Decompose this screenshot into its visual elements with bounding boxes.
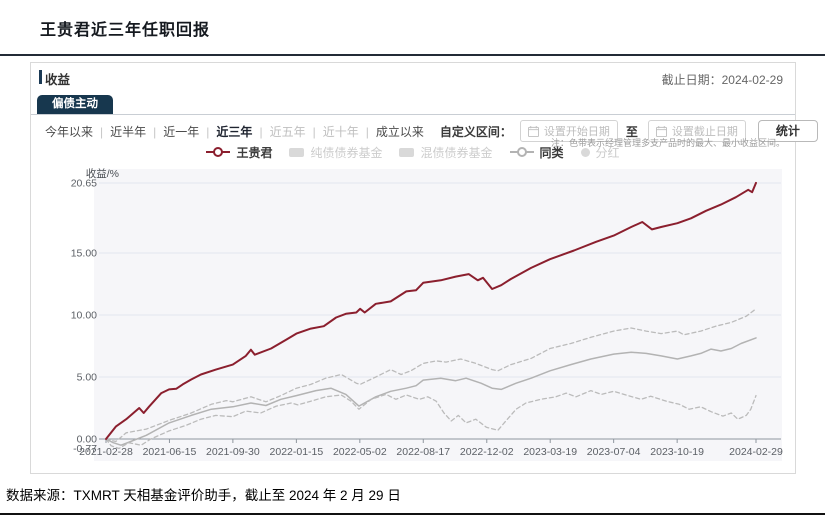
statistics-button[interactable]: 统计	[757, 120, 818, 142]
legend-item[interactable]: 混债债券基金	[399, 144, 493, 161]
legend-label: 同类	[539, 145, 564, 160]
as-of-date: 截止日期：2024-02-29	[661, 73, 783, 87]
range-to-label: 至	[625, 124, 638, 139]
period-separator: |	[100, 124, 104, 139]
period-separator: |	[312, 124, 316, 139]
period-filter-row: 今年以来 | 近半年 | 近一年 | 近三年 | 近五年 | 近十年 | 成立以来 自定义区间： 设置开…	[43, 119, 818, 143]
section-label: 收益	[45, 73, 71, 87]
x-tick-label: 2022-05-02	[333, 446, 387, 458]
bottom-divider	[0, 513, 825, 515]
legend-item[interactable]: 分红	[580, 144, 620, 161]
chart-area: 20.65 15.00 10.00 5.00 0.00 -0.77 收益/% 2021-02-…	[31, 159, 795, 471]
legend-item[interactable]: 王贵君	[206, 144, 272, 161]
period-filter-3[interactable]: 近一年	[163, 124, 200, 139]
period-separator: |	[259, 124, 263, 139]
legend-item[interactable]: 同类	[509, 144, 564, 161]
period-filter-1[interactable]: 今年以来	[45, 124, 94, 139]
title-divider	[0, 54, 825, 56]
calendar-icon	[527, 125, 539, 137]
y-tick-label: 20.65	[71, 177, 97, 189]
data-source-note: 数据来源：TXMRT 天相基金评价助手，截止至 2024 年 2 月 29 日	[6, 488, 401, 503]
x-tick-label: 2022-12-02	[460, 446, 514, 458]
y-tick-label: 10.00	[71, 310, 97, 322]
series-line-最大收益区间	[105, 308, 757, 443]
x-tick-label: 2021-06-15	[143, 446, 197, 458]
end-date-placeholder: 设置截止日期	[671, 126, 738, 138]
legend-item[interactable]: 纯债债券基金	[289, 144, 382, 161]
band-note: 注：色带表示经理管理多支产品时的最大、最小收益区间。	[550, 138, 785, 148]
tab-bond-biased-active[interactable]: 偏债主动	[37, 95, 113, 114]
page-title: 王贵君近三年任职回报	[40, 22, 211, 39]
period-filter-4[interactable]: 近三年	[216, 124, 253, 139]
returns-chart: 20.65 15.00 10.00 5.00 0.00-0.77 收益/% 2021-02-…	[71, 167, 783, 461]
legend-marker-line-circle	[509, 147, 534, 157]
period-filters: 今年以来 | 近半年 | 近一年 | 近三年 | 近五年 | 近十年 | 成立以来	[43, 123, 426, 140]
calendar-icon	[655, 125, 667, 137]
period-separator: |	[365, 124, 369, 139]
period-separator: |	[153, 124, 157, 139]
legend-marker-square	[399, 147, 415, 157]
x-tick-label: 2021-02-28	[79, 446, 133, 458]
series-line-最小收益区间	[105, 389, 757, 450]
y-tick-label: 0.00	[77, 434, 98, 446]
y-tick-label: 5.00	[77, 372, 98, 384]
x-tick-label: 2023-10-19	[650, 446, 704, 458]
y-tick-label: -0.77	[73, 443, 97, 455]
legend-label: 混债债券基金	[420, 145, 493, 160]
chart-legend: 王贵君 纯债债券基金 混债债券基金 同类 分红	[31, 143, 795, 161]
x-tick-label: 2024-02-29	[729, 446, 783, 458]
y-axis-title: 收益/%	[86, 167, 119, 180]
legend-label: 纯债债券基金	[310, 145, 383, 160]
section-accent-bar	[39, 70, 42, 84]
start-date-input[interactable]: 设置开始日期	[519, 120, 618, 142]
x-tick-label: 2023-03-19	[523, 446, 577, 458]
period-filter-5: 近五年	[269, 124, 306, 139]
y-tick-label: 15.00	[71, 248, 97, 260]
x-tick-label: 2022-01-15	[270, 446, 324, 458]
x-tick-label: 2023-07-04	[587, 446, 641, 458]
series-line-同类	[105, 337, 757, 446]
end-date-input[interactable]: 设置截止日期	[647, 120, 746, 142]
period-separator: |	[206, 124, 210, 139]
legend-label: 王贵君	[236, 145, 273, 160]
legend-marker-square	[289, 147, 305, 157]
start-date-placeholder: 设置开始日期	[543, 126, 610, 138]
x-tick-label: 2021-09-30	[206, 446, 260, 458]
legend-marker-line-circle	[206, 147, 231, 157]
x-tick-label: 2022-08-17	[396, 446, 450, 458]
series-line-王贵君	[105, 181, 757, 440]
period-filter-6: 近十年	[322, 124, 359, 139]
period-filter-7[interactable]: 成立以来	[375, 124, 424, 139]
legend-marker-circle	[580, 147, 590, 157]
legend-label: 分红	[595, 145, 620, 160]
returns-panel: 收益 截止日期：2024-02-29 偏债主动 今年以来 | 近半年 | 近一年 | 近三年…	[30, 62, 818, 474]
period-filter-2[interactable]: 近半年	[110, 124, 147, 139]
custom-range-label: 自定义区间：	[439, 124, 512, 139]
tab-bar: 偏债主动	[31, 94, 795, 115]
